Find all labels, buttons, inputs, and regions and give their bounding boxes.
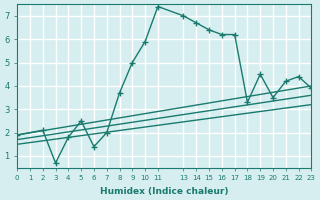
X-axis label: Humidex (Indice chaleur): Humidex (Indice chaleur)	[100, 187, 228, 196]
